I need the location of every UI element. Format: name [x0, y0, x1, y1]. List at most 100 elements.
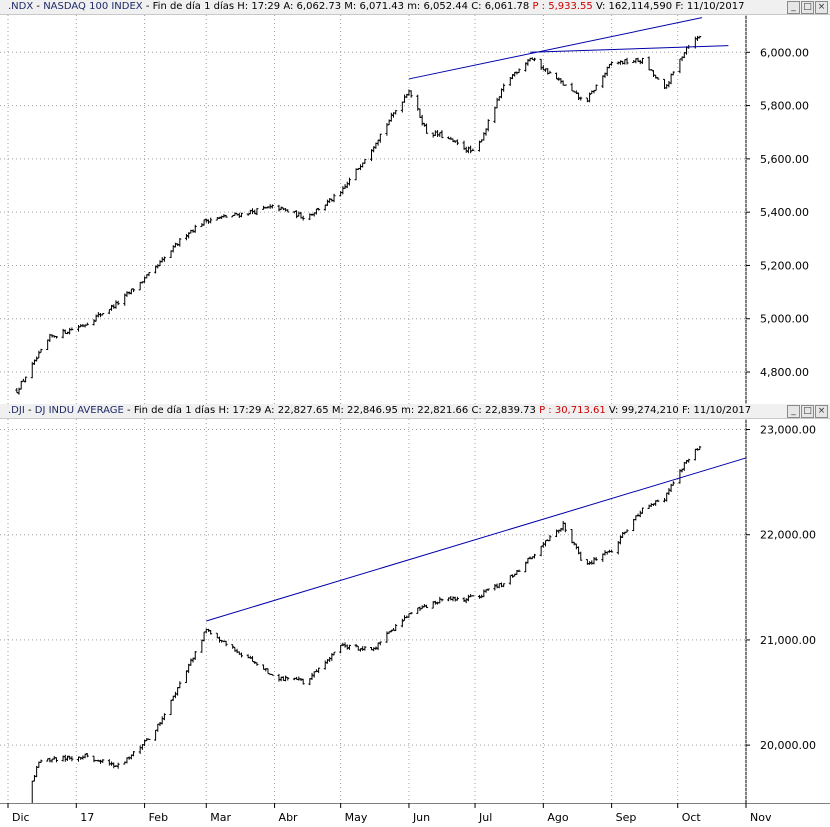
minimize-button[interactable]: _ — [787, 1, 800, 14]
price-bar — [317, 667, 321, 673]
price-bar — [469, 145, 473, 154]
price-bar — [671, 71, 675, 76]
close-value: C: 22,839.73 — [471, 405, 536, 416]
price-bar — [486, 119, 490, 132]
price-bar — [358, 648, 362, 652]
price-bar — [154, 729, 158, 741]
price-bar — [132, 288, 136, 293]
price-bar — [361, 646, 365, 651]
price-bar — [65, 755, 69, 761]
ndx-price-chart[interactable]: 4,800.00 5,000.00 5,200.00 5,400.00 5,600.00… — [0, 15, 830, 404]
open-value: A: 6,062.73 — [283, 1, 342, 12]
price-bar — [561, 520, 565, 531]
price-bar — [533, 553, 537, 559]
price-bar — [649, 69, 653, 71]
price-bar — [54, 335, 58, 339]
price-bar — [270, 674, 274, 676]
low-value: m: 22,821.66 — [401, 405, 469, 416]
price-bar — [92, 755, 96, 763]
price-bar — [107, 759, 111, 766]
date-value: F: 11/10/2017 — [675, 1, 745, 12]
minimize-button[interactable]: _ — [787, 405, 800, 418]
price-bar — [425, 604, 429, 609]
close-button[interactable]: × — [815, 1, 828, 14]
price-bar — [193, 651, 197, 660]
price-bar — [680, 468, 684, 473]
price-bar — [524, 561, 528, 573]
price-bar — [544, 540, 548, 547]
price-bar — [209, 217, 213, 224]
price-bar — [466, 594, 470, 602]
price-bar — [438, 596, 442, 604]
x-tick-label: Nov — [750, 811, 772, 824]
price-bar — [508, 575, 512, 585]
price-bar — [548, 534, 552, 542]
price-bar — [39, 348, 43, 353]
high-value: M: 22,846.95 — [331, 405, 398, 416]
maximize-button[interactable]: □ — [801, 405, 814, 418]
price-bar — [96, 312, 100, 318]
price-bar — [325, 199, 329, 206]
price-bar — [215, 217, 219, 221]
price-bar — [323, 660, 327, 670]
trendline[interactable] — [408, 17, 703, 80]
price-bar — [678, 469, 682, 484]
price-bar — [65, 331, 69, 335]
price-bar — [125, 291, 129, 297]
price-bar — [248, 655, 252, 659]
price-bar — [687, 458, 691, 463]
price-bars — [15, 35, 702, 395]
price-bar — [215, 632, 219, 639]
trendline[interactable] — [206, 457, 747, 622]
price-bar — [46, 339, 50, 350]
y-tick-label: 23,000.00 — [760, 424, 816, 437]
price-bar — [486, 588, 490, 591]
price-bar — [369, 149, 373, 162]
price-bar — [127, 291, 131, 295]
price-bar — [455, 139, 459, 146]
price-bar — [374, 646, 378, 651]
price-bar — [524, 62, 528, 72]
price-bar — [640, 507, 644, 514]
price-bar — [433, 600, 437, 605]
price-bar — [339, 191, 343, 197]
close-value: C: 6,061.78 — [471, 1, 530, 12]
price-bar — [328, 657, 332, 662]
dji-pane-header: .DJI - DJ INDU AVERAGE - Fin de día 1 dí… — [0, 404, 830, 419]
price-bar — [68, 755, 72, 760]
price-bar — [81, 323, 85, 328]
price-bar — [317, 207, 321, 211]
price-bar — [533, 57, 537, 62]
price-bar — [37, 350, 41, 359]
price-bar — [610, 549, 614, 553]
price-bar — [301, 215, 305, 221]
price-bar — [107, 308, 111, 315]
price-bar — [431, 601, 435, 609]
price-bar — [601, 75, 605, 89]
y-tick-label: 5,000.00 — [760, 313, 809, 326]
maximize-button[interactable]: □ — [801, 1, 814, 14]
price-bar — [515, 569, 519, 576]
price-bar — [354, 643, 358, 648]
price-bar — [358, 164, 362, 171]
price-bar — [425, 123, 429, 134]
price-bar — [387, 631, 391, 634]
price-bar — [209, 629, 213, 635]
close-button[interactable]: × — [815, 405, 828, 418]
x-tick-label: Jul — [478, 811, 492, 824]
price-bar — [147, 738, 151, 741]
price-bar — [590, 90, 594, 95]
price-bar — [594, 557, 598, 561]
y-tick-label: 4,800.00 — [760, 366, 809, 379]
price-bar — [145, 274, 149, 279]
price-bar — [21, 378, 25, 382]
price-bar — [63, 754, 67, 762]
price-bar — [654, 500, 658, 506]
price-bar — [378, 133, 382, 143]
price-bar — [654, 74, 658, 79]
price-bar — [83, 753, 87, 759]
dji-price-chart[interactable]: 20,000.00 21,000.00 22,000.00 23,000.00 — [0, 419, 830, 803]
price-bar — [555, 72, 559, 80]
trendline[interactable] — [530, 45, 729, 53]
x-tick-label: Dic — [12, 811, 30, 824]
